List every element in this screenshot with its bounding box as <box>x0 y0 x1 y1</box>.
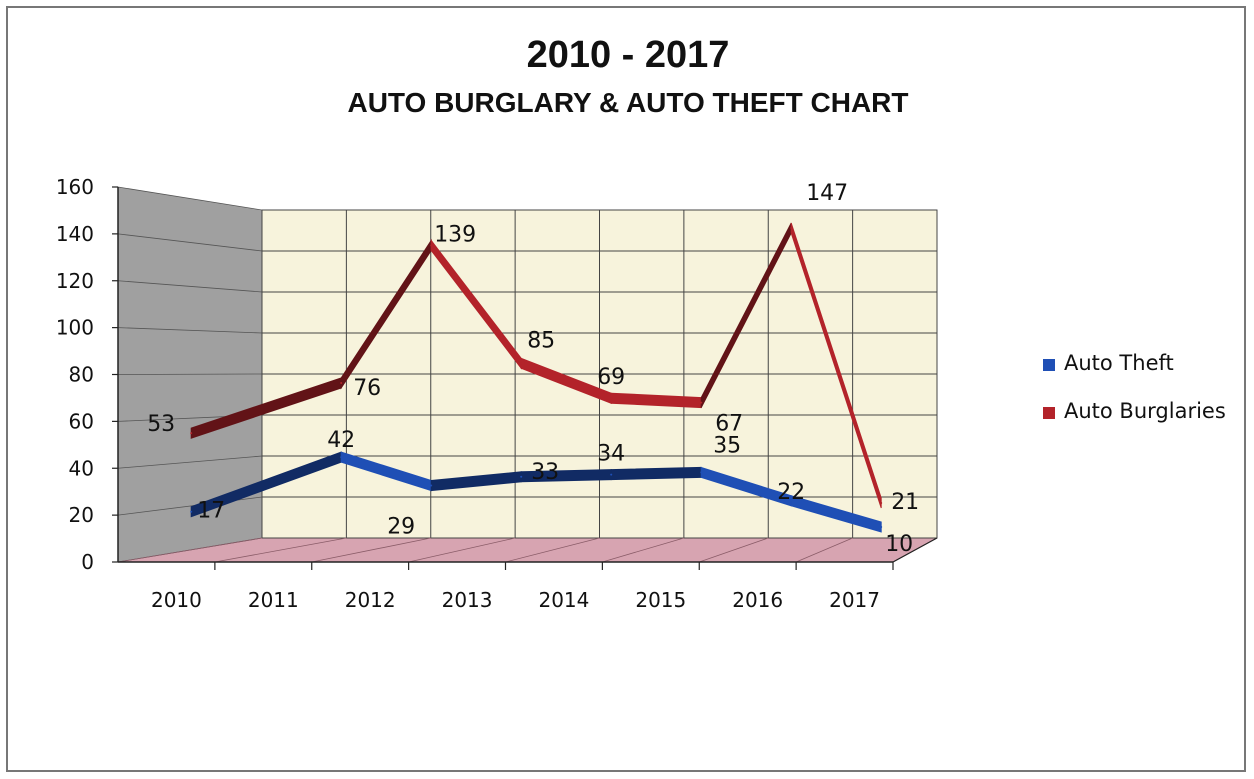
x-tick-label-2015: 2015 <box>635 588 686 612</box>
data-point <box>700 471 703 474</box>
floor-gridline <box>602 537 684 563</box>
data-point <box>790 499 793 502</box>
sidewall-gridline-y-100 <box>117 327 263 334</box>
x-tick-label-2014: 2014 <box>538 588 589 612</box>
y-tick-label: 160 <box>56 175 94 199</box>
floor-gridline <box>795 537 853 563</box>
data-label: 35 <box>713 433 741 458</box>
floor-gridline <box>311 537 431 563</box>
data-point <box>190 510 193 513</box>
sidewall-gridline-y-120 <box>117 280 263 293</box>
data-label: 69 <box>597 365 625 390</box>
x-tick-label-2011: 2011 <box>248 588 299 612</box>
data-label: 34 <box>597 442 625 467</box>
data-label: 76 <box>353 376 381 401</box>
x-axis-depth-line <box>892 537 938 563</box>
series-segment <box>790 495 882 533</box>
y-tick-label: 100 <box>56 316 94 340</box>
data-point <box>340 381 343 384</box>
data-point <box>340 456 343 459</box>
y-tick-label: 0 <box>81 550 94 574</box>
sidewall-gridline-y-40 <box>117 455 263 469</box>
data-label: 33 <box>531 460 559 485</box>
data-label: 53 <box>147 412 175 437</box>
data-label: 29 <box>387 515 415 540</box>
x-tick-label-2013: 2013 <box>442 588 493 612</box>
floor-gridline <box>505 537 600 563</box>
data-point <box>430 484 433 487</box>
chart-title-block: 2010 - 2017 AUTO BURGLARY & AUTO THEFT C… <box>8 30 1248 124</box>
chart-title: 2010 - 2017 <box>526 34 730 76</box>
y-tick-label: 120 <box>56 269 94 293</box>
y-tick-label: 20 <box>69 503 94 527</box>
legend: Auto Theft Auto Burglaries <box>1043 351 1226 423</box>
y-tick-label: 140 <box>56 222 94 246</box>
data-point <box>520 362 523 365</box>
y-tick-label: 40 <box>69 456 94 480</box>
data-point <box>790 227 793 230</box>
floor-gridline <box>699 537 769 563</box>
data-point <box>700 401 703 404</box>
y-tick-label: 80 <box>69 363 94 387</box>
series-layer <box>190 222 883 533</box>
data-label: 42 <box>327 428 355 453</box>
sidewall-gridline-y-160 <box>117 186 263 211</box>
data-label: 67 <box>715 412 743 437</box>
legend-label: Auto Burglaries <box>1064 399 1226 423</box>
series-auto-burglaries <box>190 222 883 509</box>
data-label: 21 <box>891 490 919 515</box>
data-point <box>430 244 433 247</box>
y-tick-label: 60 <box>69 409 94 433</box>
data-point <box>880 525 883 528</box>
series-segment <box>790 222 882 509</box>
data-label: 85 <box>527 328 555 353</box>
data-point <box>610 473 613 476</box>
data-point <box>880 501 883 504</box>
data-point <box>190 432 193 435</box>
sidewall-gridline-y-140 <box>117 233 263 252</box>
legend-swatch <box>1043 359 1055 371</box>
series-auto-theft <box>190 451 883 533</box>
sidewall-gridline-y-80 <box>117 373 263 375</box>
x-tick-label-2017: 2017 <box>829 588 880 612</box>
data-label: 17 <box>197 499 225 524</box>
x-tick-label-2016: 2016 <box>732 588 783 612</box>
floor-gridline <box>214 537 347 563</box>
data-label: 139 <box>434 222 476 247</box>
x-tick-label-2010: 2010 <box>151 588 202 612</box>
legend-swatch <box>1043 407 1055 419</box>
data-point <box>520 475 523 478</box>
data-label: 10 <box>885 532 913 557</box>
axis-layer: 0 20 40 60 80 100 120 140 160 2010 2011 2012 2013 201… <box>56 175 938 612</box>
chart-floor <box>118 538 937 562</box>
data-label-layer: 17 42 29 33 34 35 22 10 53 76 139 85 69 67 147 21 <box>147 181 919 557</box>
data-point <box>610 397 613 400</box>
series-segment <box>610 466 702 481</box>
data-label: 22 <box>777 480 805 505</box>
chart-subtitle: AUTO BURGLARY & AUTO THEFT CHART <box>347 87 909 118</box>
floor-gridline <box>408 537 516 563</box>
legend-label: Auto Theft <box>1064 351 1174 375</box>
floor-gridline <box>117 537 263 563</box>
data-label: 147 <box>806 181 848 206</box>
x-tick-label-2012: 2012 <box>345 588 396 612</box>
